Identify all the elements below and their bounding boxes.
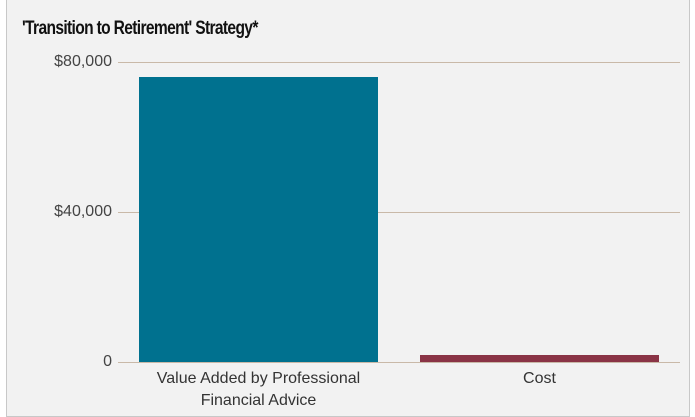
bar: [420, 354, 659, 362]
x-tick-label: Cost: [523, 370, 556, 387]
grid-line: [118, 62, 680, 63]
grid-line: [118, 212, 680, 213]
y-tick-label: $80,000: [54, 53, 112, 70]
grid-line: [118, 362, 680, 363]
chart-title: 'Transition to Retirement' Strategy*: [22, 18, 258, 39]
y-tick-label: 0: [103, 353, 112, 370]
x-tick-label: Value Added by Professional Financial Ad…: [156, 370, 361, 409]
bar: [139, 77, 378, 362]
y-tick-label: $40,000: [54, 203, 112, 220]
